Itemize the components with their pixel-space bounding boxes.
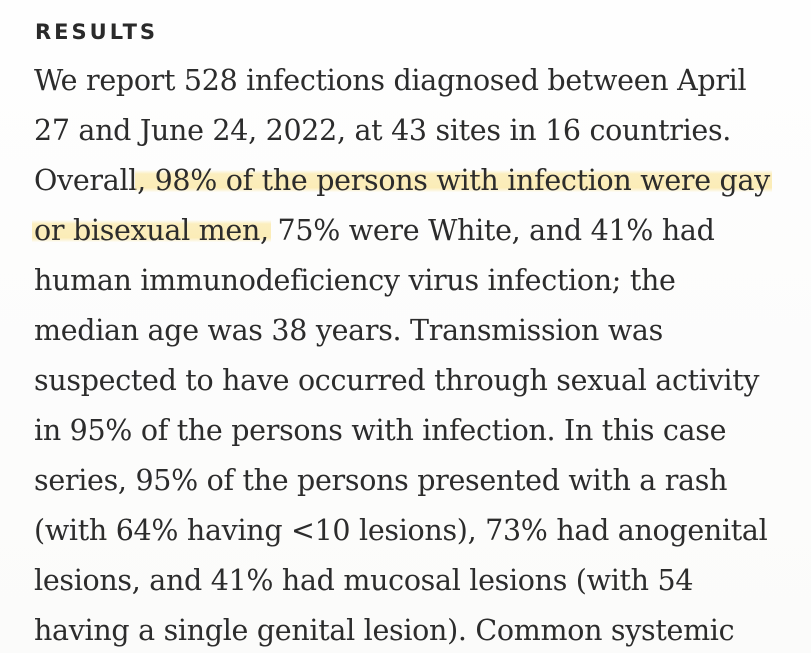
paragraph-text: suspected to have occurred through sexua… [34,364,760,397]
paragraph-line: suspected to have occurred through sexua… [34,356,804,406]
paragraph-line: 27 and June 24, 2022, at 43 sites in 16 … [34,106,804,156]
paragraph-text: We report 528 infections diagnosed betwe… [34,64,747,97]
highlighted-text: or bisexual men, [32,214,271,247]
paragraph-line: We report 528 infections diagnosed betwe… [34,56,804,106]
paragraph-line: in 95% of the persons with infection. In… [34,406,804,456]
paragraph-text: (with 64% having <10 lesions), 73% had a… [34,514,768,547]
paragraph-line: median age was 38 years. Transmission wa… [34,306,804,356]
section-heading: RESULTS [35,20,159,44]
paragraph-line: Overall, 98% of the persons with infecti… [34,156,804,206]
paragraph-text: median age was 38 years. Transmission wa… [34,314,663,347]
paragraph-text: Overall [34,164,138,197]
paragraph-line: or bisexual men, 75% were White, and 41%… [32,206,804,256]
paragraph-line: (with 64% having <10 lesions), 73% had a… [34,506,804,556]
highlighted-text: , 98% of the persons with infection were… [135,164,772,197]
paragraph-line: having a single genital lesion). Common … [34,606,804,653]
paragraph-text: lesions, and 41% had mucosal lesions (wi… [34,564,694,597]
paragraph-line: human immunodeficiency virus infection; … [34,256,804,306]
paragraph-text: having a single genital lesion). Common … [34,614,735,647]
paragraph-text: series, 95% of the persons presented wit… [34,464,728,497]
paragraph-line: lesions, and 41% had mucosal lesions (wi… [34,556,804,606]
paragraph-text: 75% were White, and 41% had [268,214,715,247]
paragraph-line: series, 95% of the persons presented wit… [34,456,804,506]
paragraph-text: 27 and June 24, 2022, at 43 sites in 16 … [34,114,732,147]
paragraph-text: in 95% of the persons with infection. In… [34,414,727,447]
paragraph-text: human immunodeficiency virus infection; … [34,264,676,297]
results-paragraph: We report 528 infections diagnosed betwe… [32,56,804,653]
